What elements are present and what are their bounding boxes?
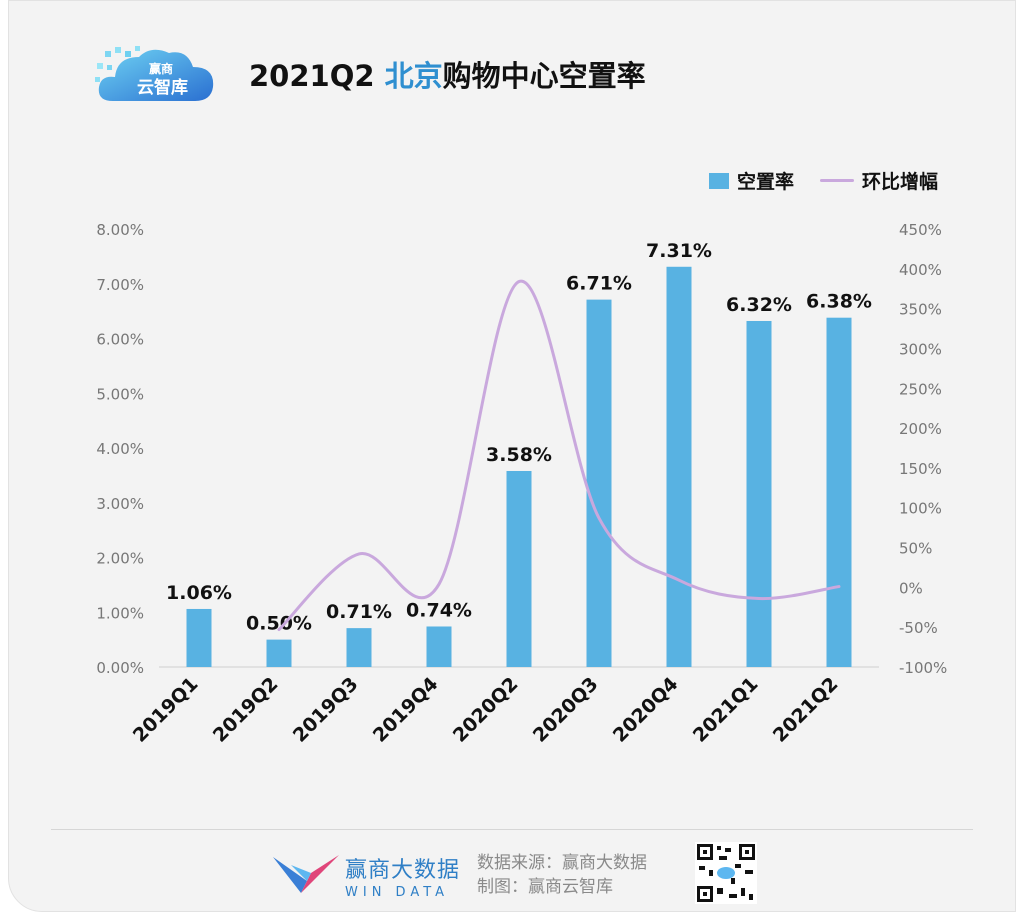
chart-legend: 空置率 环比增幅 <box>709 167 938 194</box>
source-line: 数据来源：赢商大数据 <box>477 853 647 873</box>
made-by-line: 制图：赢商云智库 <box>477 877 613 897</box>
y-right-tick-label: 400% <box>899 261 942 279</box>
growth-line <box>277 280 841 632</box>
bar <box>746 320 772 667</box>
y-right-tick-label: 0% <box>899 579 923 597</box>
bar <box>266 639 292 667</box>
bar <box>186 608 212 667</box>
y-left-tick-label: 2.00% <box>96 550 144 568</box>
title-suffix: 购物中心空置率 <box>442 59 646 93</box>
y-left-tick-label: 6.00% <box>96 331 144 349</box>
bar-data-label: 3.58% <box>486 444 552 466</box>
chart-card: 赢商 云智库 2021Q2 北京购物中心空置率 空置率 环比增幅 0.00% 1.… <box>8 0 1016 912</box>
legend-bar-swatch <box>709 172 729 189</box>
y-left-tick-label: 4.00% <box>96 440 144 458</box>
y-right-tick-label: 300% <box>899 340 942 358</box>
x-tick-label: 2019Q3 <box>289 673 363 747</box>
bar-data-label: 6.38% <box>806 291 872 313</box>
win-data-logo-icon <box>273 855 339 893</box>
cloud-logo-icon: 赢商 云智库 <box>95 46 214 101</box>
y-right-tick-label: -50% <box>899 619 938 637</box>
bar-data-label: 6.32% <box>726 294 792 316</box>
footer-source: 数据来源：赢商大数据 制图：赢商云智库 <box>477 851 647 899</box>
title-prefix: 2021Q2 <box>249 59 385 93</box>
x-tick-label: 2019Q1 <box>129 673 203 747</box>
y-right-tick-label: -100% <box>899 659 947 677</box>
bar-data-label: 1.06% <box>166 582 232 604</box>
page-title: 2021Q2 北京购物中心空置率 <box>249 53 646 95</box>
x-tick-label: 2021Q1 <box>689 673 763 747</box>
footer-divider <box>51 829 973 830</box>
bar <box>506 470 532 667</box>
logo-text-top: 赢商 <box>149 61 173 76</box>
bar <box>426 626 452 667</box>
legend-line-label: 环比增幅 <box>862 171 939 193</box>
y-left-tick-label: 1.00% <box>96 604 144 622</box>
bar-data-label: 0.71% <box>326 601 392 623</box>
y-right-tick-label: 450% <box>899 221 942 239</box>
y-right-tick-label: 50% <box>899 540 932 558</box>
y-left-tick-label: 0.00% <box>96 659 144 677</box>
x-tick-label: 2020Q3 <box>529 673 603 747</box>
bar <box>586 299 612 667</box>
title-highlight: 北京 <box>384 59 443 93</box>
brand-name-cn: 赢商大数据 <box>345 858 461 883</box>
y-left-tick-label: 8.00% <box>96 221 144 239</box>
bar <box>666 266 692 667</box>
y-left-tick-label: 3.00% <box>96 495 144 513</box>
y-left-tick-label: 7.00% <box>96 276 144 294</box>
footer-brand: 赢商大数据 WIN DATA <box>345 852 460 900</box>
x-tick-label: 2020Q2 <box>449 673 523 747</box>
legend-line-swatch <box>820 179 855 182</box>
y-right-tick-label: 350% <box>899 301 942 319</box>
x-tick-label: 2019Q4 <box>369 673 443 747</box>
logo-text-bottom: 云智库 <box>137 77 188 98</box>
x-tick-label: 2021Q2 <box>769 673 843 747</box>
y-right-tick-label: 250% <box>899 380 942 398</box>
bar-data-label: 7.31% <box>646 240 712 262</box>
bar-data-label: 0.50% <box>246 613 312 635</box>
y-right-tick-label: 200% <box>899 420 942 438</box>
vacancy-chart: 0.00% 1.00% 2.00% 3.00% 4.00% 5.00% 6.00% 7.00%… <box>96 221 947 747</box>
qr-code-icon <box>695 842 757 904</box>
bar-data-label: 6.71% <box>566 273 632 295</box>
y-left-tick-label: 5.00% <box>96 385 144 403</box>
y-right-tick-label: 150% <box>899 460 942 478</box>
brand-name-en: WIN DATA <box>345 885 450 900</box>
x-tick-label: 2020Q4 <box>609 673 683 747</box>
y-right-tick-label: 100% <box>899 500 942 518</box>
bar <box>346 628 372 667</box>
bar <box>826 317 852 667</box>
legend-bar-label: 空置率 <box>737 171 795 193</box>
bar-data-label: 0.74% <box>406 599 472 621</box>
x-tick-label: 2019Q2 <box>209 673 283 747</box>
